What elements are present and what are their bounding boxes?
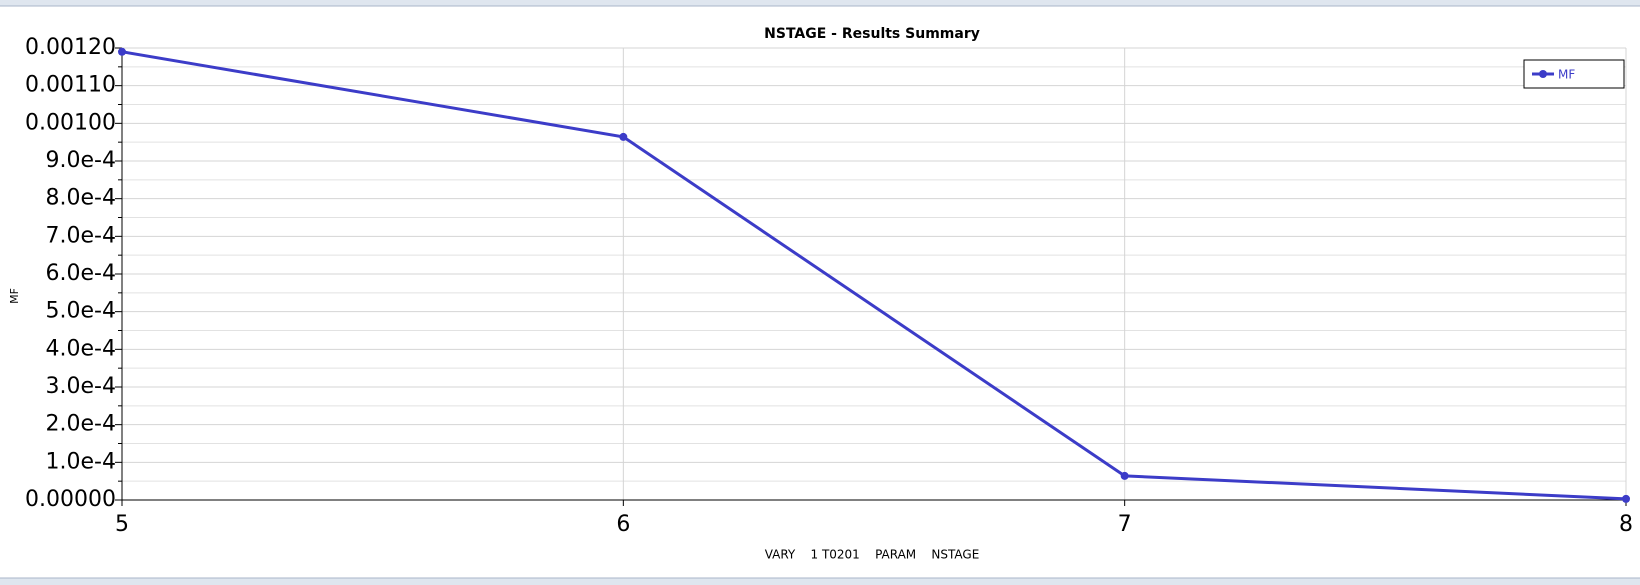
y-axis-label: MF (8, 288, 21, 304)
y-tick-label: 1.0e-4 (46, 449, 116, 474)
window-bar (0, 0, 1640, 6)
x-tick-label: 8 (1619, 512, 1633, 537)
x-tick-label: 7 (1118, 512, 1132, 537)
y-tick-label: 3.0e-4 (46, 374, 116, 399)
point (619, 132, 628, 141)
y-tick-label: 7.0e-4 (46, 223, 116, 248)
point (1120, 471, 1129, 480)
window-bar (0, 578, 1640, 585)
y-tick-label: 4.0e-4 (46, 336, 116, 361)
chart-title: NSTAGE - Results Summary (764, 26, 980, 42)
x-tick-label: 5 (115, 512, 129, 537)
y-tick-label: 0.00100 (25, 110, 116, 135)
y-tick-label: 0.00000 (25, 487, 116, 512)
y-tick-label: 2.0e-4 (46, 412, 116, 437)
y-tick-label: 9.0e-4 (46, 148, 116, 173)
y-tick-label: 6.0e-4 (46, 261, 116, 286)
y-tick-label: 8.0e-4 (46, 186, 116, 211)
series-line (121, 50, 1627, 501)
y-tick-label: 0.00120 (25, 35, 116, 60)
legend-label: MF (1558, 68, 1575, 82)
y-tick-label: 0.00110 (25, 73, 116, 98)
point (1622, 494, 1630, 503)
x-axis-label: VARY 1 T0201 PARAM NSTAGE (765, 548, 980, 562)
point (118, 47, 126, 56)
x-tick-label: 6 (616, 512, 630, 537)
y-tick-label: 5.0e-4 (46, 299, 116, 324)
legend-marker (1539, 70, 1547, 78)
